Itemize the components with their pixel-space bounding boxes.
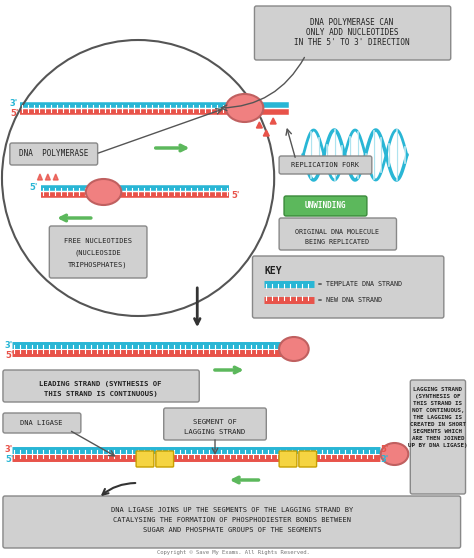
- Text: 5': 5': [232, 190, 240, 200]
- Polygon shape: [270, 118, 276, 124]
- FancyBboxPatch shape: [164, 408, 266, 440]
- Polygon shape: [264, 130, 269, 136]
- Polygon shape: [37, 174, 42, 180]
- Ellipse shape: [86, 179, 121, 205]
- FancyBboxPatch shape: [279, 156, 372, 174]
- Text: 5': 5': [5, 455, 13, 464]
- Text: CATALYSING THE FORMATION OF PHOSPHODIESTER BONDS BETWEEN: CATALYSING THE FORMATION OF PHOSPHODIEST…: [113, 517, 351, 523]
- FancyBboxPatch shape: [284, 196, 367, 216]
- Text: = TEMPLATE DNA STRAND: = TEMPLATE DNA STRAND: [318, 281, 401, 287]
- Text: 5': 5': [5, 350, 13, 359]
- FancyBboxPatch shape: [10, 143, 98, 165]
- Text: BEING REPLICATED: BEING REPLICATED: [305, 239, 369, 245]
- FancyBboxPatch shape: [255, 6, 451, 60]
- Text: 3': 3': [10, 99, 18, 108]
- Text: 5': 5': [381, 445, 389, 455]
- Text: IN THE 5' TO 3' DIRECTION: IN THE 5' TO 3' DIRECTION: [294, 38, 410, 47]
- Text: 5': 5': [29, 184, 38, 193]
- Text: DNA POLYMERASE CAN: DNA POLYMERASE CAN: [310, 18, 394, 27]
- Text: LEADING STRAND (SYNTHESIS OF: LEADING STRAND (SYNTHESIS OF: [39, 381, 162, 387]
- Text: ONLY ADD NUCLEOTIDES: ONLY ADD NUCLEOTIDES: [306, 28, 398, 37]
- Polygon shape: [46, 174, 50, 180]
- Text: 3': 3': [381, 455, 389, 464]
- Polygon shape: [256, 122, 262, 128]
- Text: TRIPHOSPHATES): TRIPHOSPHATES): [68, 261, 128, 267]
- Text: LAGGING STRAND: LAGGING STRAND: [184, 429, 246, 435]
- Text: DNA LIGASE: DNA LIGASE: [20, 420, 63, 426]
- Text: KEY: KEY: [264, 266, 282, 276]
- Text: THIS STRAND IS CONTINUOUS): THIS STRAND IS CONTINUOUS): [44, 391, 157, 397]
- Text: (NUCLEOSIDE: (NUCLEOSIDE: [74, 250, 121, 257]
- FancyBboxPatch shape: [279, 451, 297, 467]
- FancyBboxPatch shape: [279, 218, 396, 250]
- Polygon shape: [53, 174, 58, 180]
- FancyBboxPatch shape: [136, 451, 154, 467]
- Text: 3': 3': [5, 445, 13, 455]
- Text: DNA  POLYMERASE: DNA POLYMERASE: [18, 150, 88, 158]
- FancyBboxPatch shape: [49, 226, 147, 278]
- FancyBboxPatch shape: [410, 380, 465, 494]
- FancyBboxPatch shape: [253, 256, 444, 318]
- FancyBboxPatch shape: [3, 370, 199, 402]
- Text: FREE NUCLEOTIDES: FREE NUCLEOTIDES: [64, 238, 132, 244]
- Text: Copyright © Save My Exams. All Rights Reserved.: Copyright © Save My Exams. All Rights Re…: [157, 550, 310, 555]
- Ellipse shape: [226, 94, 264, 122]
- FancyBboxPatch shape: [299, 451, 317, 467]
- Text: REPLICATION FORK: REPLICATION FORK: [292, 162, 359, 168]
- Text: DNA LIGASE JOINS UP THE SEGMENTS OF THE LAGGING STRAND BY: DNA LIGASE JOINS UP THE SEGMENTS OF THE …: [110, 507, 353, 513]
- Text: = NEW DNA STRAND: = NEW DNA STRAND: [318, 297, 382, 303]
- Text: ORIGINAL DNA MOLECULE: ORIGINAL DNA MOLECULE: [295, 229, 379, 235]
- Ellipse shape: [381, 443, 408, 465]
- FancyBboxPatch shape: [3, 496, 461, 548]
- Ellipse shape: [279, 337, 309, 361]
- FancyBboxPatch shape: [156, 451, 173, 467]
- Text: 5': 5': [10, 109, 18, 118]
- Text: SEGMENT OF: SEGMENT OF: [193, 419, 237, 425]
- Text: UNWINDING: UNWINDING: [305, 201, 346, 210]
- Text: 3': 3': [5, 340, 13, 349]
- FancyBboxPatch shape: [3, 413, 81, 433]
- Text: SUGAR AND PHOSPHATE GROUPS OF THE SEGMENTS: SUGAR AND PHOSPHATE GROUPS OF THE SEGMEN…: [143, 527, 321, 533]
- Text: LAGGING STRAND
(SYNTHESIS OF
THIS STRAND IS
NOT CONTINUOUS,
THE LAGGING IS
CREAT: LAGGING STRAND (SYNTHESIS OF THIS STRAND…: [408, 387, 468, 448]
